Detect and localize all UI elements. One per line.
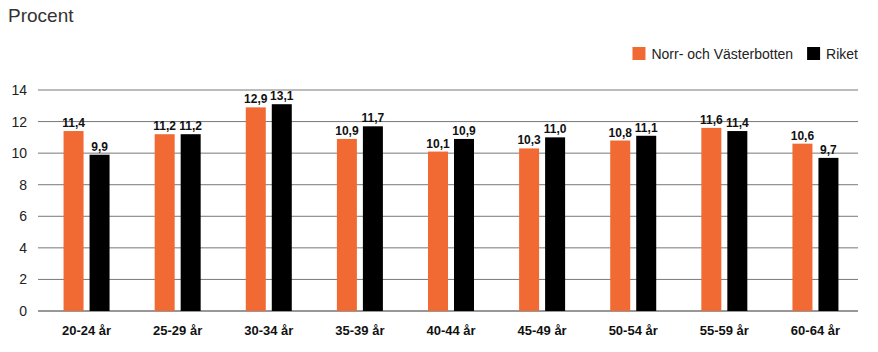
x-tick-label: 35-39 år (335, 323, 384, 338)
data-label: 10,8 (609, 126, 633, 140)
y-tick-label: 14 (11, 82, 27, 98)
x-tick-label: 50-54 år (609, 323, 658, 338)
data-label: 11,4 (62, 116, 85, 130)
bar (610, 141, 630, 311)
bar (181, 134, 201, 311)
bar (727, 131, 747, 311)
y-tick-label: 0 (19, 303, 27, 319)
grid-line (38, 90, 858, 91)
legend-swatch (807, 47, 820, 60)
y-tick-label: 2 (19, 271, 27, 287)
data-label: 10,1 (426, 137, 450, 151)
x-tick-label: 30-34 år (244, 323, 293, 338)
y-tick-label: 8 (19, 177, 27, 193)
bar (337, 139, 357, 311)
y-tick-label: 6 (19, 208, 27, 224)
x-tick-label: 45-49 år (518, 323, 567, 338)
x-tick-label: 60-64 år (791, 323, 840, 338)
bar (90, 155, 110, 311)
data-label: 11,2 (153, 119, 176, 133)
bar (701, 128, 721, 311)
bar (363, 126, 383, 311)
data-label: 11,4 (726, 116, 749, 130)
legend-label: Norr- och Västerbotten (651, 46, 793, 62)
y-tick-label: 4 (19, 240, 27, 256)
x-tick-label: 40-44 år (426, 323, 475, 338)
y-axis-label: Procent (8, 5, 74, 26)
bars (64, 104, 839, 311)
data-label: 9,9 (91, 140, 108, 154)
bar (428, 152, 448, 311)
data-label: 10,9 (452, 124, 476, 138)
data-label: 11,0 (544, 122, 567, 136)
data-label: 10,9 (335, 124, 359, 138)
bar (454, 139, 474, 311)
bar (519, 148, 539, 311)
y-tick-label: 12 (11, 114, 27, 130)
legend-label: Riket (826, 46, 858, 62)
bar (64, 131, 84, 311)
x-tick-label: 55-59 år (700, 323, 749, 338)
bar (792, 144, 812, 311)
bar (545, 137, 565, 311)
data-label: 9,7 (820, 143, 837, 157)
bar (636, 136, 656, 311)
data-label: 11,7 (362, 111, 385, 125)
data-label: 12,9 (244, 92, 268, 106)
y-tick-label: 10 (11, 145, 27, 161)
legend-swatch (632, 47, 645, 60)
data-label: 10,6 (791, 129, 815, 143)
data-label: 11,6 (700, 113, 723, 127)
legend: Riket Norr- och Västerbotten (632, 46, 858, 62)
data-label: 11,1 (635, 121, 658, 135)
data-label: 10,3 (517, 133, 541, 147)
x-tick-label: 25-29 år (153, 323, 202, 338)
bar (246, 107, 266, 311)
bar (155, 134, 175, 311)
chart-svg: Procent 0 2 4 6 8 10 12 14 11,4 9,9 11,211,2 12,913,… (0, 0, 878, 352)
chart: Procent 0 2 4 6 8 10 12 14 11,4 9,9 11,211,2 12,913,… (0, 0, 878, 352)
data-label: 11,2 (179, 119, 202, 133)
labels: 11,49,911,211,212,913,110,911,710,110,91… (62, 89, 837, 157)
bar (818, 158, 838, 311)
bar (272, 104, 292, 311)
x-tick-label: 20-24 år (62, 323, 111, 338)
data-label: 13,1 (270, 89, 294, 103)
